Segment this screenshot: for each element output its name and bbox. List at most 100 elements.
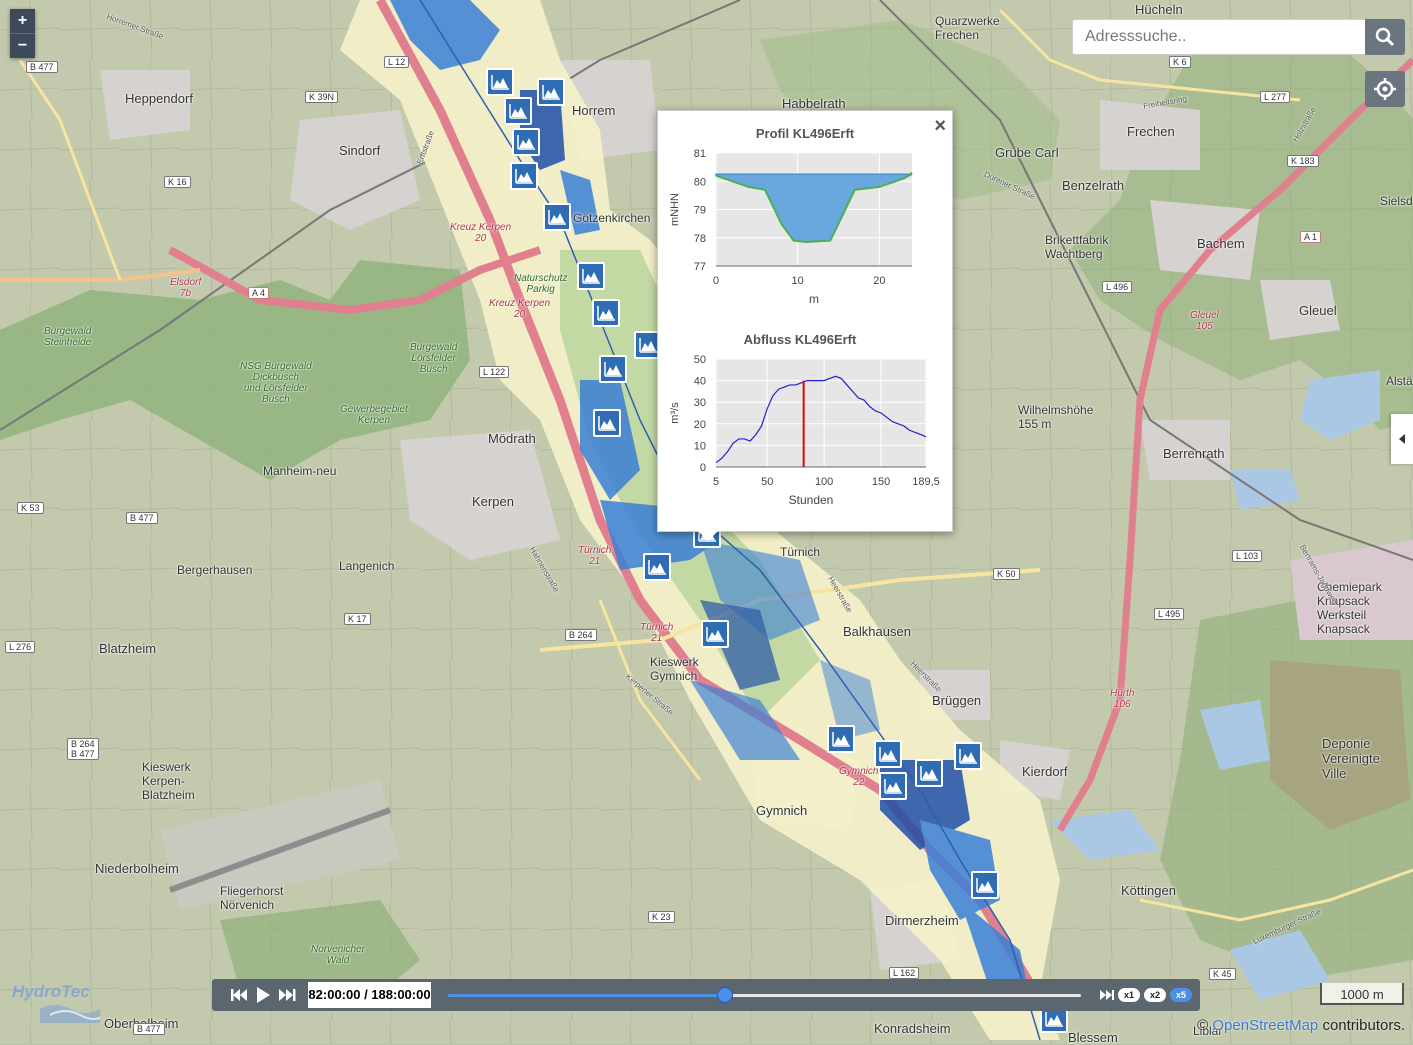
junction-label: Kreuz Kerpen 20 (450, 222, 512, 244)
road-shield: K 16 (164, 176, 191, 188)
discharge-xtick-label: 189,5 (912, 476, 940, 488)
place-label: Dirmerzheim (885, 913, 959, 928)
search-icon (1375, 27, 1394, 46)
station-marker[interactable] (593, 409, 621, 437)
profile-terrain-line (715, 171, 913, 243)
time-slider-handle[interactable] (716, 987, 733, 1003)
junction-label: Gymnich 22 (839, 766, 879, 788)
station-marker[interactable] (954, 742, 982, 770)
popup-tip (698, 531, 718, 541)
chart-area-icon (542, 85, 560, 100)
place-label: Sielsd (1380, 194, 1413, 208)
station-marker[interactable] (577, 262, 605, 290)
map-attribution: © OpenStreetMap contributors. (1197, 1017, 1405, 1034)
road-shield: A 4 (248, 287, 270, 299)
profile-ytick-label: 78 (694, 233, 706, 245)
address-search-input[interactable]: Adresssuche.. (1072, 19, 1366, 55)
popup-close-button[interactable]: × (934, 115, 946, 137)
discharge-ytick-label: 50 (694, 354, 706, 366)
station-marker[interactable] (543, 203, 571, 231)
road-shield: L 162 (889, 967, 920, 979)
station-popup: × Profil KL496Erft 77 78 79 80 81 0 10 20 m mNHN A… (657, 110, 953, 541)
place-label: Balkhausen (843, 624, 911, 639)
hydrotec-logo: HydroTec (10, 979, 106, 1025)
speed-x1-button[interactable]: x1 (1118, 988, 1140, 1002)
station-marker[interactable] (915, 759, 943, 787)
discharge-xtick-label: 50 (761, 476, 773, 488)
profile-xtick-label: 0 (713, 275, 719, 287)
speed-x2-button[interactable]: x2 (1144, 988, 1166, 1002)
station-marker[interactable] (486, 68, 514, 96)
station-marker[interactable] (537, 78, 565, 106)
chart-area-icon (548, 210, 566, 225)
place-label: Frechen (1127, 124, 1175, 139)
road-shield: L 276 (5, 641, 36, 653)
station-marker[interactable] (827, 725, 855, 753)
profile-ylabel: mNHN (669, 193, 681, 226)
place-label: Kieswerk Kerpen- Blatzheim (142, 760, 195, 802)
station-marker[interactable] (643, 553, 671, 581)
profile-ytick-label: 79 (694, 205, 706, 217)
station-marker[interactable] (592, 299, 620, 327)
station-marker[interactable] (701, 620, 729, 648)
place-label: Sindorf (339, 143, 381, 158)
road-shield: L 103 (1232, 550, 1263, 562)
station-marker[interactable] (879, 772, 907, 800)
svg-text:HydroTec: HydroTec (12, 982, 90, 1001)
road-shield: B 477 (126, 512, 158, 524)
chart-area-icon (920, 766, 938, 781)
profile-chart-title: Profil KL496Erft (756, 126, 855, 141)
road-shield: L 277 (1260, 91, 1291, 103)
osm-link[interactable]: OpenStreetMap (1212, 1017, 1319, 1034)
chart-area-icon (1045, 1012, 1063, 1027)
road-shield: B 264 B 477 (67, 738, 99, 760)
station-marker[interactable] (504, 97, 532, 125)
skip-forward-icon[interactable] (279, 989, 296, 1001)
discharge-ytick-label: 0 (700, 462, 706, 474)
place-label: Kierdorf (1022, 764, 1068, 779)
place-label: Bergerhausen (177, 563, 253, 577)
station-marker[interactable] (874, 740, 902, 768)
zoom-out-button[interactable]: − (10, 33, 35, 58)
skip-back-icon[interactable] (231, 989, 247, 1001)
locate-button[interactable] (1365, 71, 1405, 107)
road-shield: B 264 (565, 629, 597, 641)
discharge-xtick-label: 150 (872, 476, 890, 488)
search-button[interactable] (1365, 19, 1405, 55)
side-panel-toggle[interactable] (1391, 414, 1413, 464)
profile-xtick-label: 20 (873, 275, 885, 287)
junction-label: Türnich 21 (578, 545, 612, 567)
station-marker[interactable] (599, 355, 627, 383)
road-shield: K 6 (1169, 56, 1191, 68)
junction-label: Elsdorf 7b (170, 277, 202, 299)
place-label: Kieswerk Gymnich (650, 655, 699, 683)
speed-x5-button[interactable]: x5 (1170, 988, 1192, 1002)
time-player: 82:00:00 / 188:00:00 x1 x2 x5 (212, 979, 1200, 1011)
chart-area-icon (517, 135, 535, 150)
place-label: Quarzwerke Frechen (935, 14, 1000, 42)
skip-to-end-icon[interactable] (1098, 979, 1116, 1011)
hydrotec-logo-mark: HydroTec (12, 982, 106, 1023)
chart-area-icon (604, 362, 622, 377)
zoom-in-button[interactable]: + (10, 9, 35, 33)
station-marker[interactable] (512, 128, 540, 156)
place-label: Brikettfabrik Wachtberg (1045, 233, 1109, 261)
place-label: Horrem (572, 103, 616, 118)
chart-area-icon (598, 416, 616, 431)
road-shield: K 50 (993, 568, 1020, 580)
discharge-xtick-label: 100 (815, 476, 833, 488)
station-marker[interactable] (971, 871, 999, 899)
chart-area-icon (706, 627, 724, 642)
play-icon[interactable] (257, 987, 270, 1003)
junction-label: Hürth 106 (1110, 688, 1135, 710)
profile-ytick-label: 80 (694, 176, 706, 188)
chart-area-icon (959, 749, 977, 764)
junction-label: Türnich 21 (640, 622, 674, 644)
time-slider[interactable] (448, 987, 1081, 1003)
place-label: Chemiepark Knapsack Werksteil Knapsack (1317, 580, 1382, 636)
junction-label: Kreuz Kerpen 20 (489, 298, 551, 320)
station-marker[interactable] (510, 162, 538, 190)
place-label: Benzelrath (1062, 178, 1125, 193)
road-shield: K 183 (1287, 155, 1319, 167)
discharge-ylabel: m³/s (669, 402, 681, 424)
